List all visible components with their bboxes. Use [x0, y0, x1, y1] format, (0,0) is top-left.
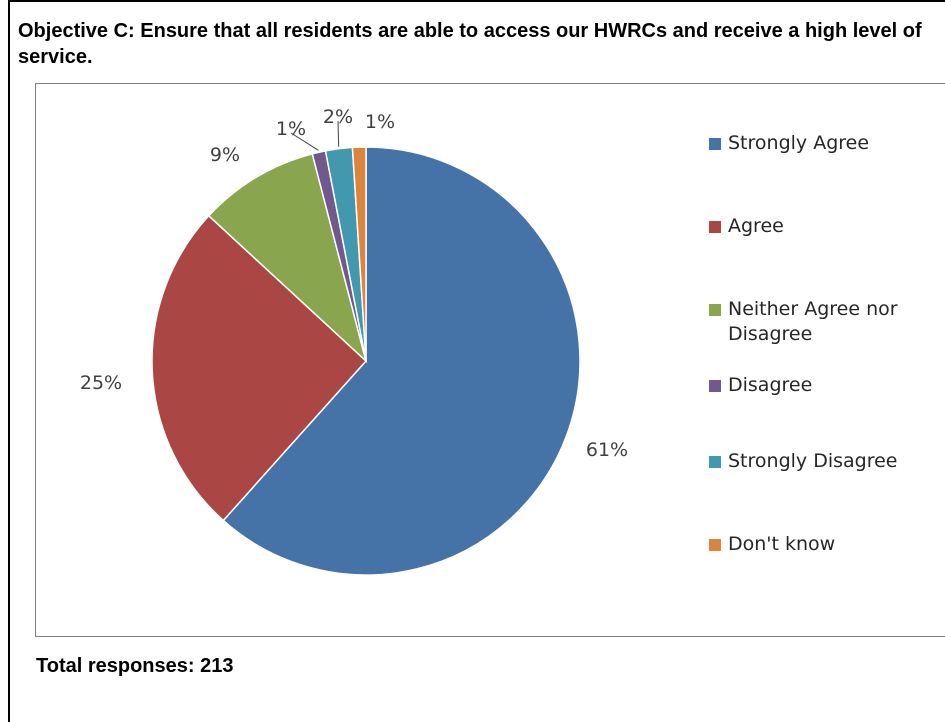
legend-label: Don't know: [728, 533, 836, 555]
data-label: 1%: [365, 111, 395, 133]
data-label: 25%: [80, 372, 122, 394]
legend-label: Agree: [728, 215, 784, 237]
document-frame: [8, 0, 945, 722]
legend-label: Neither Agree nor Disagree: [728, 298, 898, 345]
pie-slice-strongly-agree: [222, 146, 581, 576]
legend-swatch: [709, 304, 721, 316]
legend-label: Strongly Agree: [728, 132, 870, 154]
leader-line: [290, 132, 319, 151]
pie-slice-agree: [151, 214, 368, 522]
legend-item: Don't know: [709, 532, 938, 557]
legend-label: Strongly Disagree: [728, 450, 898, 472]
legend-label: Disagree: [728, 374, 813, 396]
legend-swatch: [709, 456, 721, 468]
pie-chart: 61% 25% 9% 1% 2% 1%: [80, 106, 628, 576]
objective-heading: Objective C: Ensure that all residents a…: [18, 20, 922, 68]
legend-item: Agree: [709, 214, 938, 239]
data-label: 61%: [586, 439, 628, 461]
legend-swatch: [709, 380, 721, 392]
legend-item: Neither Agree nor Disagree: [709, 297, 938, 347]
leader-line: [337, 120, 340, 147]
data-label: 2%: [323, 106, 353, 128]
data-label: 1%: [276, 118, 306, 140]
legend-swatch: [709, 138, 721, 150]
total-responses: Total responses: 213: [36, 655, 234, 677]
legend-item: Strongly Disagree: [709, 449, 938, 474]
pie-slice-don-t-know: [351, 146, 367, 362]
legend-swatch: [709, 539, 721, 551]
data-label: 9%: [210, 144, 240, 166]
legend-item: Strongly Agree: [709, 131, 938, 156]
legend-swatch: [709, 221, 721, 233]
legend-item: Disagree: [709, 373, 938, 398]
pie-slice-neither-agree-nor-disagree: [207, 152, 368, 364]
